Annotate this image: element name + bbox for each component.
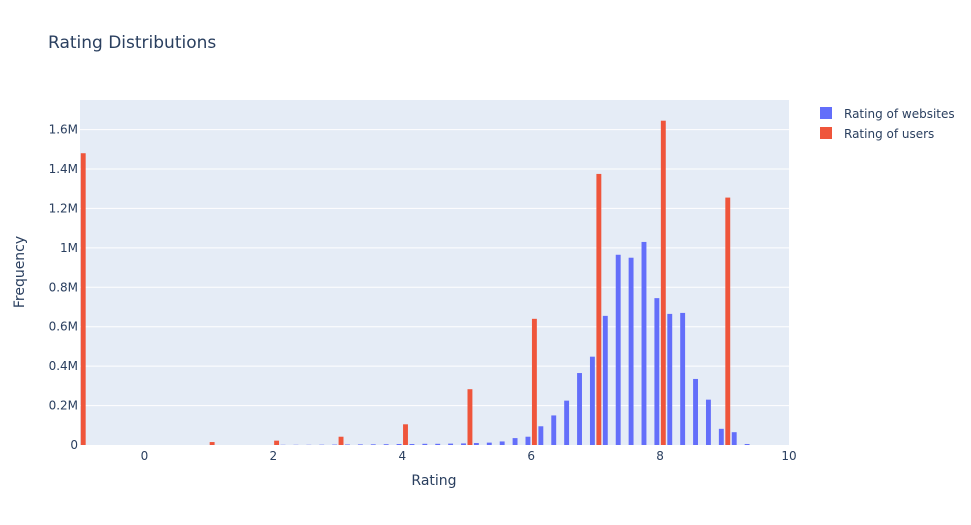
websites-bar[interactable] bbox=[422, 443, 428, 445]
users-bar[interactable] bbox=[660, 120, 666, 445]
y-tick-label: 0.6M bbox=[49, 320, 78, 334]
y-tick-label: 0.4M bbox=[49, 359, 78, 373]
y-tick-label: 0 bbox=[70, 438, 78, 452]
websites-bar[interactable] bbox=[409, 444, 415, 445]
websites-bar[interactable] bbox=[383, 444, 389, 445]
websites-bar[interactable] bbox=[680, 312, 686, 445]
websites-bar[interactable] bbox=[486, 442, 492, 445]
websites-bar[interactable] bbox=[357, 444, 363, 445]
users-bar[interactable] bbox=[725, 197, 731, 445]
chart-title: Rating Distributions bbox=[48, 33, 217, 53]
x-tick-label: 2 bbox=[270, 449, 278, 463]
websites-bar[interactable] bbox=[525, 436, 531, 445]
users-bar[interactable] bbox=[209, 442, 215, 445]
y-tick-label: 0.8M bbox=[49, 280, 78, 294]
websites-bar[interactable] bbox=[448, 443, 454, 445]
legend[interactable]: Rating of websites Rating of users bbox=[820, 107, 955, 141]
x-tick-label: 4 bbox=[398, 449, 406, 463]
bars bbox=[80, 120, 750, 445]
x-tick-label: 10 bbox=[781, 449, 796, 463]
legend-item[interactable]: Rating of users bbox=[820, 127, 934, 141]
y-tick-label: 1.4M bbox=[49, 162, 78, 176]
y-tick-label: 0.2M bbox=[49, 399, 78, 413]
users-bar[interactable] bbox=[531, 318, 537, 445]
websites-bar[interactable] bbox=[602, 315, 608, 445]
websites-bar[interactable] bbox=[615, 254, 621, 445]
websites-bar[interactable] bbox=[564, 400, 570, 445]
websites-bar[interactable] bbox=[641, 241, 647, 445]
websites-bar[interactable] bbox=[731, 432, 737, 445]
websites-bar[interactable] bbox=[628, 257, 634, 445]
x-axis-title: Rating bbox=[411, 473, 456, 489]
users-bar[interactable] bbox=[403, 424, 408, 445]
websites-bar[interactable] bbox=[744, 444, 750, 445]
y-tick-label: 1.6M bbox=[49, 123, 78, 137]
websites-bar[interactable] bbox=[667, 313, 673, 445]
x-tick-label: 0 bbox=[141, 449, 149, 463]
legend-item[interactable]: Rating of websites bbox=[820, 107, 955, 121]
websites-bar[interactable] bbox=[551, 415, 557, 445]
legend-swatch bbox=[820, 127, 832, 139]
websites-bar[interactable] bbox=[473, 443, 479, 445]
websites-bar[interactable] bbox=[577, 373, 582, 445]
y-tick-label: 1.2M bbox=[49, 201, 78, 215]
websites-bar[interactable] bbox=[538, 426, 544, 445]
users-bar[interactable] bbox=[596, 173, 602, 445]
legend-label: Rating of websites bbox=[844, 107, 955, 121]
websites-bar[interactable] bbox=[693, 378, 698, 445]
websites-bar[interactable] bbox=[654, 298, 660, 445]
websites-bar[interactable] bbox=[589, 356, 595, 445]
legend-label: Rating of users bbox=[844, 127, 934, 141]
y-axis-title: Frequency bbox=[12, 236, 28, 308]
users-bar[interactable] bbox=[274, 440, 280, 445]
websites-bar[interactable] bbox=[396, 444, 402, 445]
x-tick-label: 8 bbox=[656, 449, 664, 463]
legend-swatch bbox=[820, 107, 832, 119]
y-axis-ticks: 0 0.2M 0.4M 0.6M 0.8M 1M 1.2M 1.4M 1.6M bbox=[49, 123, 78, 452]
x-axis-ticks: 0 2 4 6 8 10 bbox=[141, 449, 797, 463]
websites-bar[interactable] bbox=[499, 441, 505, 445]
websites-bar[interactable] bbox=[718, 428, 724, 445]
websites-bar[interactable] bbox=[435, 443, 441, 445]
y-tick-label: 1M bbox=[60, 241, 78, 255]
websites-bar[interactable] bbox=[512, 438, 518, 445]
websites-bar[interactable] bbox=[370, 444, 376, 445]
users-bar[interactable] bbox=[467, 389, 473, 445]
websites-bar[interactable] bbox=[705, 399, 711, 445]
users-bar[interactable] bbox=[338, 436, 344, 445]
x-tick-label: 6 bbox=[527, 449, 535, 463]
users-bar[interactable] bbox=[80, 153, 86, 445]
websites-bar[interactable] bbox=[461, 443, 466, 445]
